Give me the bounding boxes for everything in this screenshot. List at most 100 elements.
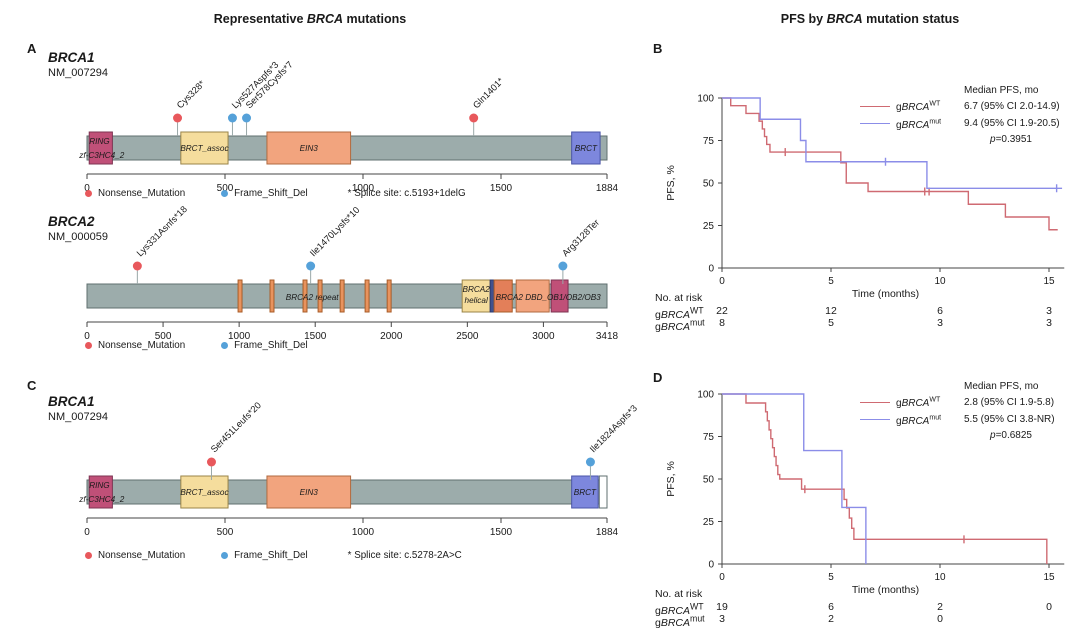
risk-count: 0 [1046,601,1052,613]
legend-item-label: Nonsense_Mutation [98,550,186,561]
domain-label: BRCT [575,144,598,153]
km-plot-d: 0 25 50 75 100 PFS, % 0 5 10 15 Time (months) [665,390,1065,596]
risk-count: 6 [828,601,834,613]
protein-axis-tick-label: 0 [84,331,90,342]
domain-domain-box [515,279,550,313]
protein-axis-tick-label: 3000 [532,331,555,342]
y-axis-tick-label: 100 [697,94,714,105]
protein-axis-tick-label: 0 [84,183,90,194]
gene-prefix: g [655,308,661,321]
right-title-pre: PFS by [780,12,827,26]
p-rest: =0.3951 [995,133,1032,145]
gene-italic: BRCA [901,398,930,410]
legend-item-label: Nonsense_Mutation [98,188,186,199]
right-figure-title: PFS by BRCA mutation status [680,12,1060,26]
km-curve-wt [722,97,1058,231]
lollipop-head-frame_shift_del [227,113,237,123]
risk-row-name-mut: gBRCAmut [655,317,705,333]
mutation-label: Arg3128Ter [560,217,601,258]
legend-item: Nonsense_Mutation [85,340,185,351]
legend-series-value: 6.7 (95% CI 2.0-14.9) [964,100,1060,112]
risk-count: 8 [719,317,725,329]
brca1-a-legend: Nonsense_Mutation Frame_Shift_Del * Splice… [85,188,466,199]
x-axis-tick-label: 15 [1043,572,1055,583]
splice-site-note: * Splice site: c.5193+1delG [347,188,466,199]
bar-region-label: zf-C3HC4_2 [78,495,124,504]
protein-axis-tick-label: 2000 [380,331,403,342]
lollipop-head-frame_shift_del [242,113,252,123]
risk-count: 3 [937,317,943,329]
brca2-a-header: BRCA2 NM_000059 [48,214,108,245]
no-at-risk-title: No. at risk [655,292,703,304]
risk-count: 3 [719,613,725,625]
domain-label: BRCT [574,488,597,497]
nonsense_mutation-dot [85,342,92,349]
gene-prefix: g [896,119,902,131]
domain-label: BRCT_assoc [180,488,228,497]
risk-table-b: No. at risk gBRCAWT 22 12 6 3 gBRCAmut 8 5 3 3 [650,292,1090,333]
BRCT_assoc-domain-box [180,131,229,165]
left-title-gene: BRCA [306,12,343,26]
left-title-pre: Representative [213,12,307,26]
km-legend-b: Median PFS, mo gBRCAWT 6.7 (95% CI 2.0-14.… [860,84,1090,146]
gene-prefix: g [896,415,902,427]
gene-italic: BRCA [660,616,691,629]
panel-label-d: D [653,370,663,385]
brca1-lollipop-plot-c: BRCT_assoc EIN3 BRCT RING zf-C3HC4_2 Ser451Le… [78,400,639,538]
domain-domain-box [364,279,370,313]
legend-series-value: 9.4 (95% CI 1.9-20.5) [964,117,1060,129]
mutation-label: Ile1470Lysfs*10 [308,205,362,259]
km-curve-mut [722,97,1063,189]
risk-count: 2 [937,601,943,613]
legend-item: Frame_Shift_Del [221,550,308,561]
legend-series-value: 5.5 (95% CI 3.8-NR) [964,413,1055,425]
y-axis-tick-label: 50 [703,179,715,190]
mutation-label: Lys331Asnfs*18 [135,204,189,258]
y-axis-tick-label: 25 [703,221,715,232]
bar-region-label: RING [89,137,110,146]
BRCT-domain-box [571,475,599,509]
domain-label-line1: BRCA2 [463,285,491,294]
risk-row-name-mut: gBRCAmut [655,613,705,629]
risk-series-name: gBRCAmut [655,317,705,333]
risk-series-name: gBRCAWT [655,601,704,617]
right-title-post: mutation status [862,12,960,26]
y-axis-tick-label: 100 [697,390,714,401]
domain-domain-box [317,279,323,313]
legend-line-swatch [860,418,890,420]
legend-row-wt: gBRCAWT 2.8 (95% CI 1.9-5.8) [860,394,1090,410]
bar-region-label: zf-C3HC4_2 [78,151,124,160]
splice-site-note: * Splice site: c.5278-2A>C [347,550,462,561]
domain-domain-box [386,279,392,313]
y-axis-tick-label: 50 [703,475,715,486]
BRCA2-domain-box [461,279,491,313]
legend-series-name: gBRCAmut [896,411,958,427]
no-at-risk-title: No. at risk [655,588,703,600]
legend-row-wt: gBRCAWT 6.7 (95% CI 2.0-14.9) [860,98,1090,114]
risk-count: 6 [937,305,943,317]
domain-domain-box [88,475,113,509]
x-axis-tick-label: 0 [719,276,725,287]
risk-count: 2 [828,613,834,625]
gene-name-brca1-c: BRCA1 [48,394,95,409]
legend-item: Nonsense_Mutation [85,188,185,199]
gene-prefix: g [896,102,902,114]
gene-superscript: WT [690,305,704,315]
risk-count: 0 [937,613,943,625]
risk-row-name-wt: gBRCAWT [655,601,704,617]
risk-series-name: gBRCAWT [655,305,704,321]
series-name: gBRCAmut [896,414,941,427]
mutation-label: Ser451Leufs*20 [209,400,263,454]
y-axis-tick-label: 0 [708,560,714,571]
frame_shift_del-dot [221,190,229,197]
gene-name-brca1-a: BRCA1 [48,50,95,65]
gene-prefix: g [655,320,661,333]
frame_shift_del-dot [221,552,229,559]
lollipop-head-nonsense_mutation [132,261,142,271]
legend-item-label: Frame_Shift_Del [234,550,308,561]
protein-axis-tick-label: 2500 [456,331,479,342]
BRCT_assoc-domain-box [180,475,229,509]
median-pfs-header: Median PFS, mo [964,381,1039,392]
risk-count: 3 [1046,305,1052,317]
x-axis-title: Time (months) [852,288,919,300]
